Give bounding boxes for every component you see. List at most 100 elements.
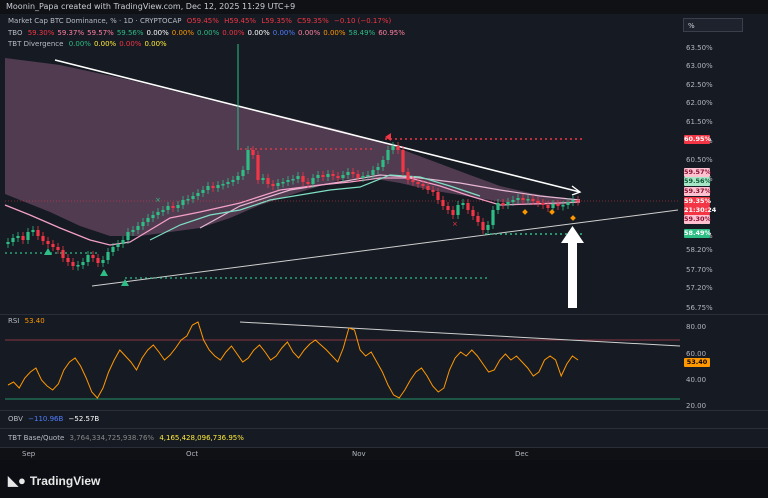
x-marker: × bbox=[452, 220, 458, 228]
candle-body bbox=[276, 183, 280, 186]
candle-body bbox=[531, 199, 535, 201]
time-axis-label: Sep bbox=[22, 450, 36, 458]
tbt-label: TBT Divergence bbox=[8, 40, 64, 48]
candle-body bbox=[131, 230, 135, 232]
candle-body bbox=[66, 258, 70, 262]
candle-body bbox=[331, 174, 335, 176]
rsi-axis-label: 80.00 bbox=[686, 323, 707, 331]
candle-body bbox=[106, 252, 110, 260]
price-axis-label: 57.70% bbox=[686, 266, 713, 274]
price-axis-label: 63.50% bbox=[686, 44, 713, 52]
candle-body bbox=[566, 202, 570, 205]
trendline-arrowhead bbox=[571, 185, 582, 196]
high-value: H59.45% bbox=[224, 17, 257, 25]
candle-body bbox=[216, 185, 220, 188]
time-axis-label: Oct bbox=[186, 450, 199, 458]
tbo-value: 0.00% bbox=[323, 29, 346, 37]
price-tag: 59.56% bbox=[684, 177, 712, 186]
rsi-label: RSI bbox=[8, 317, 20, 325]
candle-body bbox=[376, 167, 380, 170]
candle-body bbox=[571, 200, 575, 202]
tbt-base-legend: TBT Base/Quote 3,764,334,725,938.76% 4,1… bbox=[8, 434, 247, 442]
tbo-legend: TBO 59.30% 59.37% 59.57% 59.56% 0.00% 0.00% 0.… bbox=[8, 29, 408, 37]
tbt-value: 0.00% bbox=[119, 40, 142, 48]
tradingview-logo[interactable]: ◣● TradingView bbox=[8, 473, 100, 489]
chart-drawing: × × bbox=[4, 44, 681, 400]
percent-scale-button[interactable]: % bbox=[683, 18, 743, 32]
price-axis-label: 56.75% bbox=[686, 304, 713, 312]
x-marker: × bbox=[155, 196, 161, 204]
candle-body bbox=[496, 203, 500, 210]
buy-signal-triangle bbox=[100, 269, 108, 276]
price-axis-label: 62.00% bbox=[686, 99, 713, 107]
candle-body bbox=[61, 250, 65, 258]
candle-body bbox=[386, 150, 390, 160]
candle-body bbox=[236, 176, 240, 180]
tbo-value: 0.00% bbox=[146, 29, 169, 37]
price-axis-label: 61.50% bbox=[686, 118, 713, 126]
obv-label: OBV bbox=[8, 415, 23, 423]
candle-body bbox=[206, 186, 210, 190]
rsi-line bbox=[7, 321, 579, 399]
tbo-value: 0.00% bbox=[272, 29, 296, 37]
candle-body bbox=[371, 170, 375, 175]
candle-body bbox=[546, 205, 550, 208]
pane-divider bbox=[0, 314, 768, 315]
candle-body bbox=[86, 255, 90, 262]
candle-body bbox=[321, 175, 325, 177]
candle-body bbox=[351, 172, 355, 174]
open-value: O59.45% bbox=[186, 17, 219, 25]
candle-body bbox=[16, 236, 20, 238]
price-axis-label: 58.20% bbox=[686, 246, 713, 254]
obv-value-1: −110.96B bbox=[28, 415, 64, 423]
candle-body bbox=[576, 200, 580, 202]
candle-body bbox=[381, 160, 385, 167]
candle-body bbox=[461, 203, 465, 205]
candle-body bbox=[396, 146, 400, 150]
candle-body bbox=[136, 226, 140, 230]
price-tag: 59.37% bbox=[684, 187, 712, 196]
candle-body bbox=[71, 262, 75, 266]
candle-body bbox=[51, 244, 55, 247]
cloud-band bbox=[5, 58, 580, 236]
footer-bar bbox=[0, 460, 768, 498]
low-value: L59.35% bbox=[261, 17, 292, 25]
candle-body bbox=[556, 204, 560, 206]
pane-divider bbox=[0, 428, 768, 429]
candle-body bbox=[471, 210, 475, 216]
candle-body bbox=[426, 186, 430, 190]
tbo-teal-line bbox=[149, 174, 481, 241]
obv-pane[interactable] bbox=[0, 411, 768, 428]
candle-body bbox=[196, 193, 200, 196]
candle-body bbox=[431, 190, 435, 192]
candle-body bbox=[356, 174, 360, 178]
candle-body bbox=[151, 215, 155, 218]
candle-body bbox=[41, 236, 45, 241]
candle-body bbox=[526, 199, 530, 201]
brand-name: TradingView bbox=[29, 474, 101, 488]
candle-body bbox=[181, 200, 185, 205]
candle-body bbox=[226, 182, 230, 184]
tbo-value: 0.00% bbox=[247, 29, 270, 37]
tbo-value: 0.00% bbox=[197, 29, 220, 37]
tbo-value: 59.30% bbox=[27, 29, 55, 37]
candle-body bbox=[241, 170, 245, 176]
candle-body bbox=[251, 150, 255, 155]
candle-body bbox=[411, 180, 415, 182]
tbt-base-label: TBT Base/Quote bbox=[8, 434, 65, 442]
rsi-pane[interactable] bbox=[0, 315, 768, 410]
tbt-base-pane[interactable] bbox=[0, 429, 768, 447]
candle-body bbox=[266, 178, 270, 184]
candle-body bbox=[286, 180, 290, 182]
candle-body bbox=[56, 247, 60, 250]
candle-body bbox=[171, 206, 175, 208]
candle-body bbox=[76, 265, 80, 267]
tbo-fast-line bbox=[4, 177, 581, 246]
tradingview-logo-icon: ◣● bbox=[8, 473, 26, 488]
main-legend-label: Market Cap BTC Dominance, % · 1D · CRYPT… bbox=[8, 17, 182, 25]
tbo-value: 59.57% bbox=[87, 29, 114, 37]
candle-body bbox=[261, 178, 265, 180]
price-tag: 60.95% bbox=[684, 135, 712, 144]
tbo-value: 60.95% bbox=[378, 29, 405, 37]
price-tag: 59.30% bbox=[684, 215, 712, 224]
